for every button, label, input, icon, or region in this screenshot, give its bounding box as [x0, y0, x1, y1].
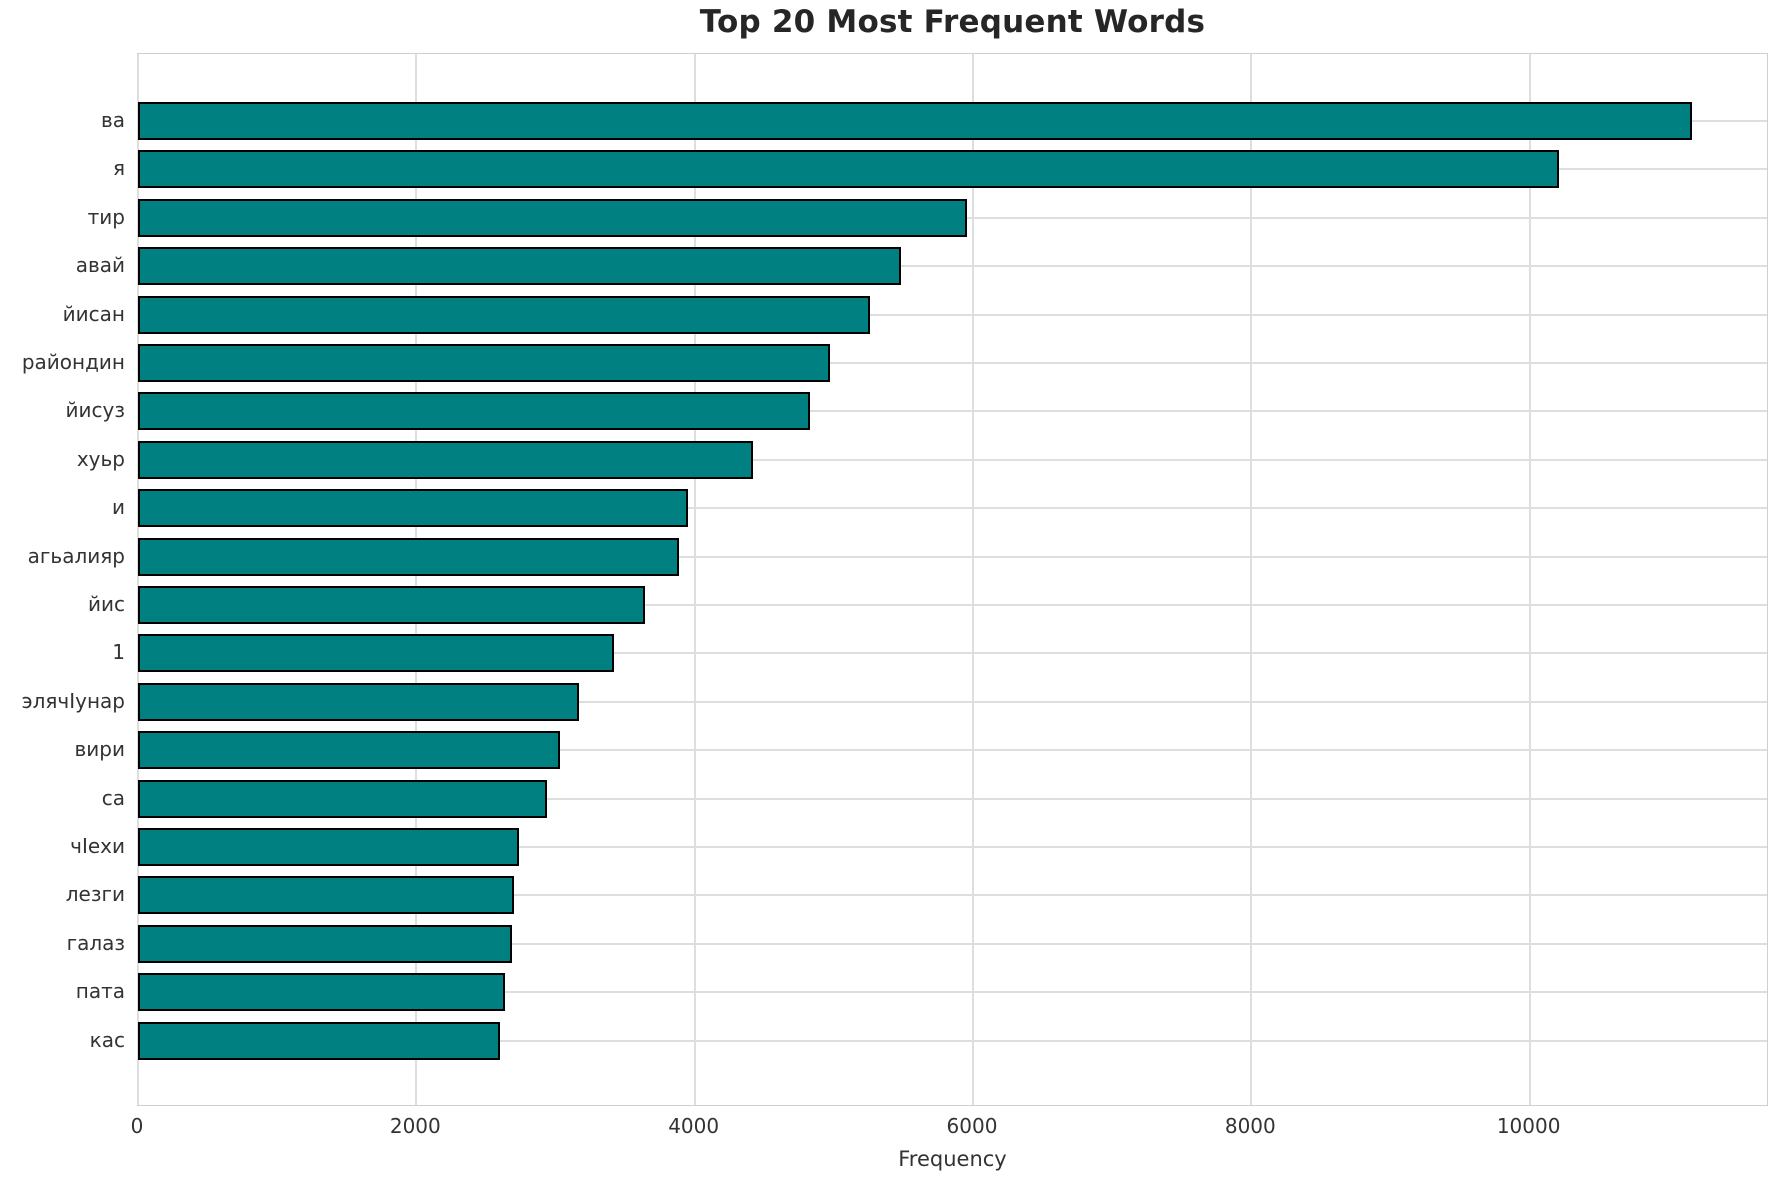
y-gridline [138, 265, 1767, 268]
y-tick-label: тир [87, 204, 125, 229]
bar-галаз [138, 924, 513, 963]
y-tick-label: чӀехи [70, 834, 125, 858]
y-tick-label: элячӀунар [21, 688, 125, 713]
bar-йис [138, 586, 645, 624]
bar-райондин [138, 344, 830, 382]
y-gridline [138, 410, 1767, 413]
bar-я [138, 150, 1559, 189]
bar-йисан [138, 295, 870, 334]
x-tick-label: 0 [130, 1114, 144, 1138]
y-gridline [138, 362, 1767, 364]
x-tick-label: 8000 [1224, 1114, 1276, 1138]
y-tick-label: йис [88, 592, 125, 616]
x-gridline [1250, 54, 1253, 1105]
x-gridline [693, 54, 696, 1105]
y-gridline [138, 313, 1767, 316]
y-tick-label: 1 [112, 640, 125, 665]
bar-са [138, 779, 548, 818]
bar-хуьр [138, 440, 754, 479]
y-tick-label: и [112, 495, 125, 520]
plot-area [137, 53, 1768, 1106]
bar-1 [138, 634, 614, 673]
chart-title: Top 20 Most Frequent Words [699, 4, 1206, 40]
bar-элячӀунар [138, 682, 580, 721]
y-gridline [138, 749, 1767, 752]
y-tick-label: пата [75, 979, 125, 1004]
y-gridline [138, 700, 1767, 703]
y-gridline [138, 458, 1767, 461]
bar-и [138, 489, 688, 528]
bar-пата [138, 973, 506, 1012]
y-gridline [138, 846, 1767, 848]
y-tick-label: агьалияр [27, 543, 125, 568]
y-tick-label: йисан [62, 301, 125, 326]
x-tick-label: 6000 [946, 1114, 998, 1138]
y-gridline [138, 652, 1767, 655]
x-gridline [415, 54, 418, 1105]
x-tick-label: 10000 [1496, 1114, 1561, 1138]
y-gridline [138, 604, 1767, 606]
y-tick-label: ва [100, 108, 125, 132]
y-gridline [138, 555, 1767, 558]
bar-ва [138, 102, 1693, 140]
y-tick-label: лезги [65, 882, 125, 907]
bar-вири [138, 731, 560, 770]
x-tick-label: 2000 [389, 1114, 441, 1138]
x-gridline [1528, 54, 1531, 1105]
y-gridline [138, 942, 1767, 945]
y-tick-label: кас [89, 1027, 125, 1052]
bar-кас [138, 1021, 500, 1060]
y-gridline [138, 894, 1767, 897]
x-gridline [137, 54, 139, 1105]
y-gridline [138, 507, 1767, 510]
y-gridline [138, 797, 1767, 800]
y-tick-label: райондин [21, 350, 125, 374]
bar-тир [138, 198, 968, 237]
y-tick-label: я [112, 156, 125, 181]
bar-чӀехи [138, 828, 520, 866]
bar-йисуз [138, 392, 811, 431]
y-tick-label: галаз [66, 930, 125, 955]
bar-агьалияр [138, 537, 680, 576]
y-tick-label: хуьр [76, 446, 125, 471]
y-gridline [138, 991, 1767, 994]
y-tick-label: авай [75, 253, 125, 278]
x-axis-title: Frequency [898, 1147, 1007, 1171]
x-tick-label: 4000 [668, 1114, 720, 1138]
x-gridline [971, 54, 974, 1105]
bar-лезги [138, 876, 514, 915]
y-tick-label: са [101, 785, 125, 810]
y-tick-label: вири [74, 737, 125, 762]
y-gridline [138, 1039, 1767, 1042]
y-tick-label: йисуз [65, 398, 125, 423]
bar-авай [138, 247, 901, 286]
